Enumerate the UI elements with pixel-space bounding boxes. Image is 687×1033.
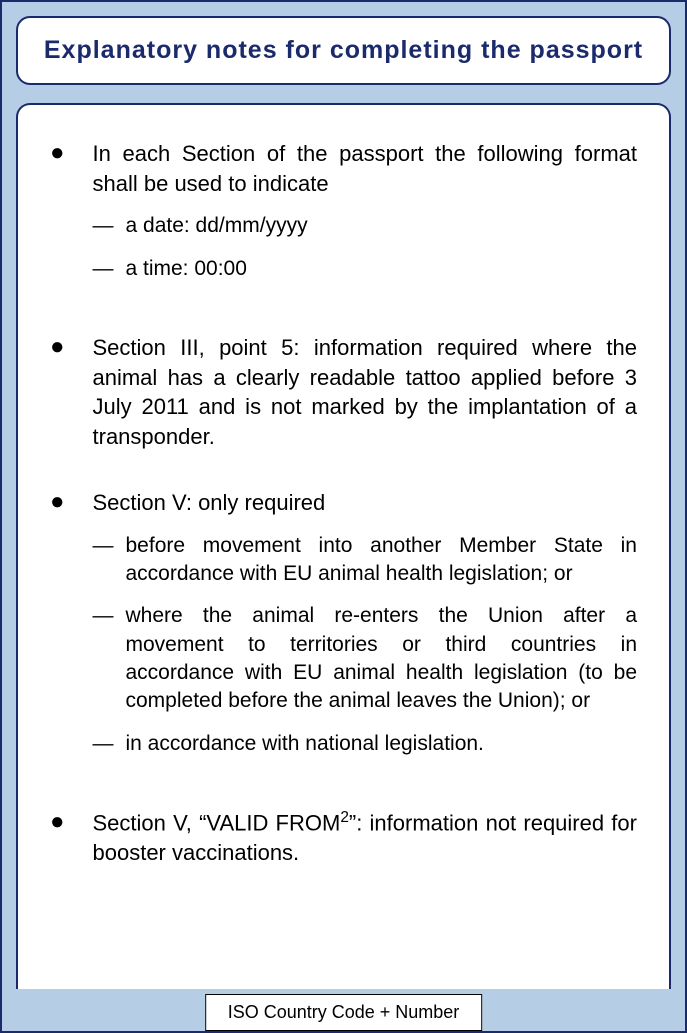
sub-text: a time: 00:00 <box>126 255 638 283</box>
sub-list: — a date: dd/mm/yyyy — a time: 00:00 <box>93 212 638 283</box>
sub-item: — a date: dd/mm/yyyy <box>93 212 638 240</box>
dash-marker: — <box>93 602 114 715</box>
bullet-marker: ● <box>50 488 65 772</box>
bullet-text: Section V, “VALID FROM2”: information no… <box>93 808 638 868</box>
bullet-marker: ● <box>50 139 65 297</box>
content-box: ● In each Section of the passport the fo… <box>16 103 671 989</box>
sub-item: — a time: 00:00 <box>93 255 638 283</box>
sub-text: a date: dd/mm/yyyy <box>126 212 638 240</box>
dash-marker: — <box>93 255 114 283</box>
sub-text: where the animal re-enters the Union aft… <box>126 602 638 715</box>
bullet-item: ● Section V, “VALID FROM2”: information … <box>50 808 637 868</box>
bullet-content: In each Section of the passport the foll… <box>93 139 638 297</box>
page-frame: Explanatory notes for completing the pas… <box>0 0 687 1033</box>
bullet-item: ● In each Section of the passport the fo… <box>50 139 637 297</box>
dash-marker: — <box>93 212 114 240</box>
sub-text: before movement into another Member Stat… <box>126 532 638 589</box>
bullet-content: Section III, point 5: information requir… <box>93 333 638 452</box>
bullet-item: ● Section III, point 5: information requ… <box>50 333 637 452</box>
bullet-text: Section V: only required <box>93 488 638 518</box>
dash-marker: — <box>93 730 114 758</box>
sub-item: — in accordance with national legislatio… <box>93 730 638 758</box>
bullet-content: Section V: only required — before moveme… <box>93 488 638 772</box>
bullet-text: In each Section of the passport the foll… <box>93 139 638 198</box>
bullet-content: Section V, “VALID FROM2”: information no… <box>93 808 638 868</box>
sub-item: — where the animal re-enters the Union a… <box>93 602 638 715</box>
sub-list: — before movement into another Member St… <box>93 532 638 758</box>
dash-marker: — <box>93 532 114 589</box>
bullet-marker: ● <box>50 808 65 868</box>
bullet-marker: ● <box>50 333 65 452</box>
bullet-item: ● Section V: only required — before move… <box>50 488 637 772</box>
sub-text: in accordance with national legislation. <box>126 730 638 758</box>
footer-text: ISO Country Code + Number <box>228 1002 460 1022</box>
footer-box: ISO Country Code + Number <box>205 994 483 1031</box>
sub-item: — before movement into another Member St… <box>93 532 638 589</box>
page-title: Explanatory notes for completing the pas… <box>38 36 649 65</box>
bullet-text: Section III, point 5: information requir… <box>93 333 638 452</box>
title-box: Explanatory notes for completing the pas… <box>16 16 671 85</box>
